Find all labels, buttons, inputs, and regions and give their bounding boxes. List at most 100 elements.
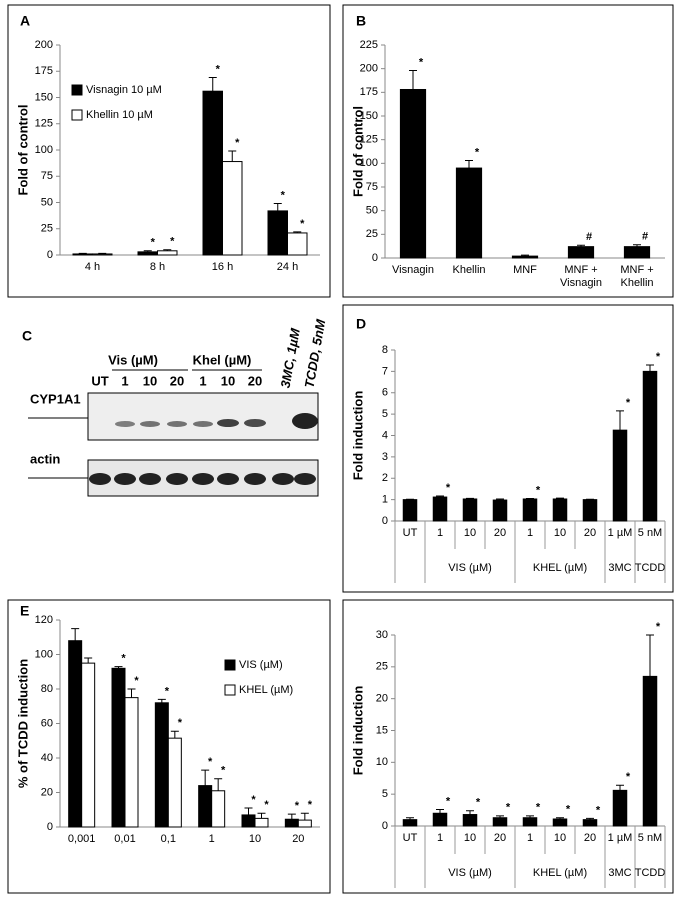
legend-label: KHEL (µM): [239, 684, 293, 696]
x-tick-label-text: MNF + Khellin: [620, 264, 654, 289]
group-label: TCDD: [635, 867, 666, 879]
y-tick-label: 150: [35, 91, 53, 103]
legend-swatch: [224, 684, 236, 696]
significance-mark: *: [446, 482, 451, 494]
y-tick-label: 60: [41, 717, 53, 729]
error-bar: [586, 817, 594, 820]
x-tick-label-text: MNF + Visnagin: [560, 264, 602, 289]
bands: [89, 413, 318, 485]
y-tick-label: 4: [382, 429, 388, 441]
x-tick-label-text: 20: [493, 832, 507, 844]
row-label: actin: [30, 451, 60, 466]
bar: [402, 499, 418, 522]
significance-mark: *: [300, 218, 305, 230]
significance-mark: *: [221, 765, 226, 777]
significance-mark: *: [308, 799, 313, 811]
x-tick-label: 24 h: [277, 261, 298, 273]
y-tick-label: 6: [382, 387, 388, 399]
x-tick-label: 4 h: [85, 261, 100, 273]
legend-swatch: [224, 659, 236, 671]
x-tick-label: UT: [403, 527, 418, 539]
group-label: VIS (µM): [448, 562, 492, 574]
bar: [455, 167, 483, 259]
error-bar: [409, 70, 417, 90]
x-tick-label: 5 nM: [638, 832, 662, 844]
bar: [462, 814, 478, 827]
row-label: CYP1A1: [30, 391, 81, 406]
significance-mark: *: [165, 685, 170, 697]
panel-label: A: [20, 13, 30, 29]
group-label: 3MC: [608, 562, 631, 574]
bar: [642, 370, 658, 522]
y-tick-label: 150: [360, 110, 378, 122]
blot: C Vis (µM) Khel (µM) UT 1 10 20 1 10 20 …: [22, 317, 329, 497]
x-tick-label-text: 1 µM: [607, 527, 633, 539]
lane-label: 3MC, 1µM: [278, 326, 303, 389]
error-bar: [496, 815, 504, 818]
significance-mark: *: [264, 799, 269, 811]
bar: [254, 817, 269, 828]
x-tick-label-text: 20: [292, 833, 305, 845]
x-tick-label: 0,1: [161, 833, 176, 845]
x-tick-label-text: 5 nM: [637, 527, 663, 539]
group-label: Vis (µM): [108, 352, 158, 367]
bar: [222, 161, 243, 256]
bar: [492, 817, 508, 827]
lane-label: 20: [170, 373, 184, 388]
x-tick-label-text: 1: [208, 833, 215, 845]
bar: [612, 789, 628, 827]
significance-mark: *: [626, 397, 631, 409]
x-tick-label: 10: [464, 527, 476, 539]
y-tick-label: 15: [376, 724, 388, 736]
error-bar: [71, 628, 80, 641]
x-tick-label-text: 1: [526, 527, 534, 539]
x-tick-label-text: UT: [402, 832, 418, 844]
bar: [124, 697, 139, 828]
error-bar: [496, 498, 504, 501]
significance-mark: *: [281, 189, 286, 201]
x-tick-label-text: Khellin: [452, 264, 486, 276]
x-tick-label: 20: [584, 527, 596, 539]
x-tick-label-text: 8 h: [149, 261, 166, 273]
error-bar: [157, 698, 166, 703]
significance-mark: *: [216, 63, 221, 75]
x-tick-label: 10: [464, 832, 476, 844]
error-bar: [466, 810, 474, 815]
bar: [167, 737, 182, 828]
error-bar: [436, 495, 444, 498]
bar: [462, 498, 478, 522]
x-tick-label: 8 h: [149, 261, 166, 273]
significance-mark: *: [251, 794, 256, 806]
x-tick-label-text: Visnagin: [392, 264, 434, 276]
significance-mark: *: [134, 675, 139, 687]
x-tick-label-text: 1: [436, 832, 444, 844]
significance-mark: *: [475, 146, 480, 158]
error-bar: [273, 203, 282, 211]
bar: [582, 499, 598, 522]
x-tick-label: 1 µM: [608, 832, 633, 844]
x-tick-label: MNF + Visnagin: [560, 264, 602, 289]
error-bar: [646, 634, 654, 677]
bar: [399, 88, 427, 259]
x-tick-label-text: 0,01: [114, 833, 136, 845]
y-tick-label: 175: [35, 65, 53, 77]
error-bar: [633, 244, 641, 247]
y-tick-label: 125: [35, 118, 53, 130]
error-bar: [228, 150, 237, 162]
group-label: TCDD: [635, 562, 666, 574]
x-tick-label: 10: [554, 832, 566, 844]
lane-label: 10: [143, 373, 157, 388]
bar: [522, 817, 538, 827]
y-tick-label: 20: [41, 786, 53, 798]
x-tick-label: 20: [494, 527, 506, 539]
significance-mark: *: [626, 771, 631, 783]
x-tick-label-text: 16 h: [211, 261, 234, 273]
y-tick-label: 10: [376, 756, 388, 768]
lane-label: 20: [248, 373, 262, 388]
y-tick-label: 75: [41, 170, 53, 182]
significance-mark: *: [446, 795, 451, 807]
y-tick-label: 200: [360, 63, 378, 75]
y-tick-label: 120: [35, 614, 53, 626]
significance-mark: *: [178, 717, 183, 729]
